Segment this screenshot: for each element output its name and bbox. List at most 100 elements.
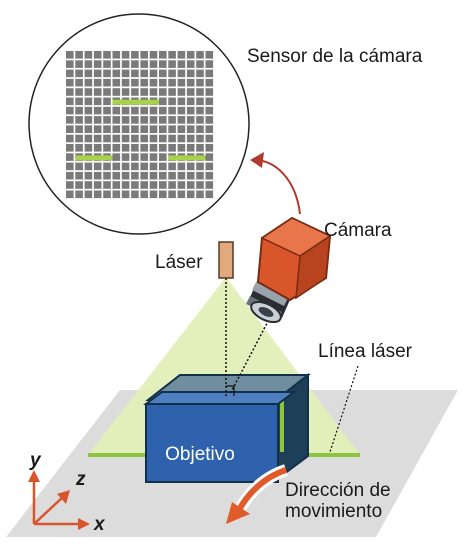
sensor-pixel — [205, 162, 214, 171]
sensor-pixel — [121, 181, 130, 189]
sensor-pixel — [131, 125, 139, 133]
sensor-pixel — [196, 97, 204, 106]
sensor-pixel — [149, 134, 158, 143]
sensor-pixel — [75, 116, 83, 124]
sensor-pixel — [149, 106, 158, 115]
sensor-pixel — [84, 78, 93, 87]
sensor-pixel — [75, 88, 83, 96]
sensor-pixel — [205, 181, 214, 189]
sensor-pixel — [84, 60, 93, 68]
sensor-pixel — [186, 69, 195, 78]
sensor-pixel — [131, 116, 139, 124]
sensor-pixel — [103, 88, 111, 96]
sensor-pixel — [168, 125, 176, 133]
sensor-pixel — [121, 153, 130, 161]
sensor-pixel — [112, 69, 121, 78]
axis-x-label: x — [93, 514, 106, 535]
sensor-pixel — [149, 125, 158, 133]
sensor-pixel — [121, 88, 130, 96]
sensor-pixel — [131, 60, 139, 68]
sensor-pixel — [186, 144, 195, 152]
sensor-pixel — [93, 88, 102, 96]
sensor-pixel — [168, 181, 176, 189]
sensor-pixel — [121, 116, 130, 124]
sensor-pixel — [75, 144, 83, 152]
direction-label-line2: movimiento — [285, 501, 382, 522]
sensor-pixel — [205, 106, 214, 115]
sensor-pixel — [131, 171, 139, 180]
sensor-pixel — [205, 51, 214, 59]
sensor-pixel — [196, 69, 204, 78]
sensor-pixel — [75, 69, 83, 78]
axis-y-label: y — [29, 450, 42, 471]
sensor-pixel — [168, 134, 176, 143]
sensor-pixel — [93, 144, 102, 152]
sensor-pixel — [149, 69, 158, 78]
sensor-pixel — [112, 116, 121, 124]
sensor-pixel — [168, 190, 176, 199]
sensor-pixel — [103, 106, 111, 115]
sensor-pixel — [66, 106, 74, 115]
sensor-pixel — [84, 97, 93, 106]
sensor-pixel — [121, 190, 130, 199]
sensor-pixel — [75, 134, 83, 143]
sensor-pixel — [177, 97, 186, 106]
sensor-pixel — [159, 125, 167, 133]
sensor-pixel — [103, 69, 111, 78]
sensor-pixel — [149, 116, 158, 124]
sensor-pixel — [103, 181, 111, 189]
axis-z-label: z — [75, 469, 86, 490]
sensor-pixel — [177, 162, 186, 171]
sensor-pixel — [149, 153, 158, 161]
sensor-pixel — [66, 162, 74, 171]
sensor-pixel — [196, 162, 204, 171]
sensor-pixel — [75, 181, 83, 189]
sensor-pixel — [177, 181, 186, 189]
sensor-pixel — [66, 116, 74, 124]
axes — [28, 470, 90, 530]
camera-label: Cámara — [324, 220, 392, 241]
laser-line-leader — [329, 365, 359, 453]
sensor-pixel — [93, 97, 102, 106]
sensor-pixel — [177, 144, 186, 152]
sensor-pixel — [112, 181, 121, 189]
sensor-pixel — [84, 144, 93, 152]
sensor-pixel — [93, 106, 102, 115]
laser-device — [218, 241, 234, 279]
sensor-pixel — [205, 134, 214, 143]
sensor-pixel — [149, 181, 158, 189]
sensor-pixel — [186, 78, 195, 87]
sensor-pixel — [66, 88, 74, 96]
sensor-pixel — [140, 171, 148, 180]
sensor-pixel — [103, 134, 111, 143]
sensor-pixel — [186, 190, 195, 199]
sensor-pixel — [149, 51, 158, 59]
sensor-pixel — [112, 60, 121, 68]
sensor-pixel — [121, 162, 130, 171]
sensor-pixel — [103, 162, 111, 171]
sensor-pixel — [205, 69, 214, 78]
sensor-pixel — [66, 69, 74, 78]
sensor-pixel — [159, 181, 167, 189]
sensor-pixel — [196, 134, 204, 143]
sensor-pixel — [112, 51, 121, 59]
sensor-pixel — [131, 144, 139, 152]
sensor-pixel — [196, 88, 204, 96]
sensor-pixel — [75, 190, 83, 199]
sensor-pixel — [177, 171, 186, 180]
sensor-pixel — [131, 162, 139, 171]
sensor-pixel — [168, 69, 176, 78]
sensor-pixel — [93, 60, 102, 68]
sensor-pixel — [112, 153, 121, 161]
sensor-pixel — [75, 60, 83, 68]
sensor-pixel — [66, 144, 74, 152]
sensor-pixel — [168, 51, 176, 59]
sensor-pixel — [177, 69, 186, 78]
sensor-pixel — [159, 69, 167, 78]
sensor-pixel — [84, 88, 93, 96]
sensor-pixel — [121, 106, 130, 115]
sensor-pixel — [205, 153, 214, 161]
sensor-pixel — [168, 162, 176, 171]
sensor-pixel — [93, 190, 102, 199]
